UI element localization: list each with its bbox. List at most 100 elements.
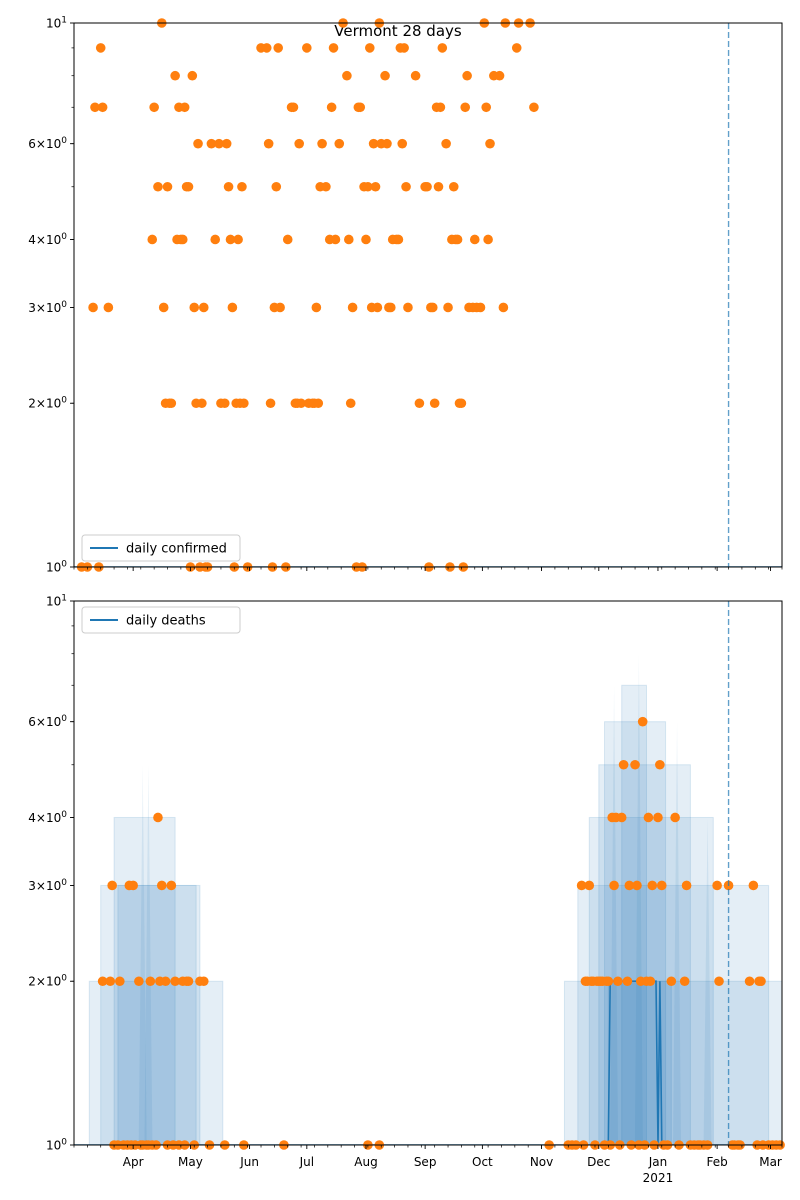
data-point bbox=[198, 302, 209, 313]
data-point bbox=[206, 138, 217, 149]
x-tick-label: Oct bbox=[472, 1155, 493, 1169]
x-tick-label: Dec bbox=[587, 1155, 610, 1169]
data-point bbox=[422, 181, 432, 192]
data-point bbox=[321, 181, 331, 192]
y-tick-label: 3×100 bbox=[28, 300, 67, 315]
x-tick-label: Jun bbox=[239, 1155, 259, 1169]
data-point bbox=[294, 138, 304, 149]
data-point bbox=[162, 181, 173, 192]
data-point bbox=[756, 976, 766, 987]
data-point bbox=[313, 398, 324, 409]
data-point bbox=[653, 812, 663, 823]
data-point bbox=[616, 812, 627, 823]
data-point bbox=[624, 880, 635, 891]
data-point bbox=[193, 138, 203, 149]
data-point bbox=[170, 976, 180, 987]
data-point bbox=[326, 102, 337, 113]
y-tick-label: 101 bbox=[46, 16, 67, 31]
y-tick-label: 101 bbox=[46, 594, 67, 609]
x-tick-label: Nov bbox=[530, 1155, 553, 1169]
data-point bbox=[382, 138, 392, 149]
data-point bbox=[372, 302, 383, 313]
data-point bbox=[330, 234, 341, 245]
data-point bbox=[223, 181, 234, 192]
data-point bbox=[158, 302, 169, 313]
data-point bbox=[214, 138, 224, 149]
shared-x-axis: Apr May Jun Jul Aug Sep Oct Nov Dec Jan Feb Mar 2021 bbox=[123, 567, 782, 1185]
data-point bbox=[221, 138, 232, 149]
data-point bbox=[115, 976, 125, 987]
data-point bbox=[529, 102, 539, 113]
band-7 bbox=[598, 764, 691, 1145]
data-point bbox=[364, 43, 375, 53]
data-point bbox=[655, 759, 665, 770]
data-point bbox=[368, 138, 379, 149]
data-point bbox=[355, 102, 366, 113]
data-point bbox=[347, 302, 358, 313]
data-point bbox=[498, 302, 509, 313]
y-tick-label: 4×100 bbox=[28, 232, 67, 247]
data-point bbox=[714, 976, 724, 987]
data-point bbox=[334, 138, 345, 149]
band-1 bbox=[100, 884, 201, 1145]
x-tick-label: Aug bbox=[354, 1155, 377, 1169]
data-point bbox=[153, 181, 163, 192]
data-point bbox=[397, 138, 408, 149]
data-point bbox=[475, 302, 486, 313]
data-point bbox=[456, 398, 467, 409]
data-point bbox=[183, 976, 194, 987]
legend-box bbox=[81, 534, 241, 562]
data-point bbox=[666, 976, 677, 987]
data-point bbox=[342, 70, 352, 81]
data-point bbox=[88, 302, 98, 313]
data-point bbox=[227, 302, 238, 313]
band-peak-5 bbox=[703, 817, 712, 1145]
data-point bbox=[344, 234, 354, 245]
data-point bbox=[576, 880, 587, 891]
data-point bbox=[189, 302, 200, 313]
figure-title: Vermont 28 days bbox=[334, 22, 462, 40]
data-point bbox=[452, 234, 463, 245]
band-peak-1 bbox=[144, 764, 153, 1145]
data-point bbox=[160, 976, 171, 987]
data-point bbox=[328, 43, 339, 53]
y-tick-label: 2×100 bbox=[28, 974, 67, 989]
data-point bbox=[435, 102, 446, 113]
data-point bbox=[481, 102, 492, 113]
data-point bbox=[656, 880, 667, 891]
data-point bbox=[647, 880, 658, 891]
data-point bbox=[170, 70, 180, 81]
data-point bbox=[393, 234, 404, 245]
confirmed-panel: 100 2×100 3×100 4×100 6×100 101 daily confirme… bbox=[28, 16, 783, 575]
data-point bbox=[511, 43, 522, 53]
data-point bbox=[166, 880, 177, 891]
y-tick-label: 6×100 bbox=[28, 136, 67, 151]
data-point bbox=[198, 976, 209, 987]
series-line-daily-deaths bbox=[74, 980, 782, 1145]
data-point bbox=[385, 302, 396, 313]
data-point bbox=[403, 302, 413, 313]
data-point bbox=[462, 70, 472, 81]
data-point bbox=[679, 976, 690, 987]
data-point bbox=[448, 181, 459, 192]
data-point bbox=[128, 880, 138, 891]
data-point bbox=[609, 880, 619, 891]
x-tick-label: May bbox=[178, 1155, 203, 1169]
data-point bbox=[296, 398, 306, 409]
data-point bbox=[670, 812, 680, 823]
axes-frame bbox=[73, 600, 783, 1146]
data-point bbox=[183, 181, 194, 192]
data-point bbox=[637, 716, 648, 727]
data-point bbox=[399, 43, 409, 53]
x-tick-label: Feb bbox=[706, 1155, 727, 1169]
data-point bbox=[107, 880, 117, 891]
band-8 bbox=[604, 721, 667, 1145]
data-point bbox=[105, 976, 116, 987]
data-point bbox=[197, 398, 207, 409]
data-point bbox=[156, 880, 167, 891]
y-tick-label: 2×100 bbox=[28, 396, 67, 411]
data-point bbox=[414, 398, 425, 409]
data-point bbox=[429, 398, 440, 409]
